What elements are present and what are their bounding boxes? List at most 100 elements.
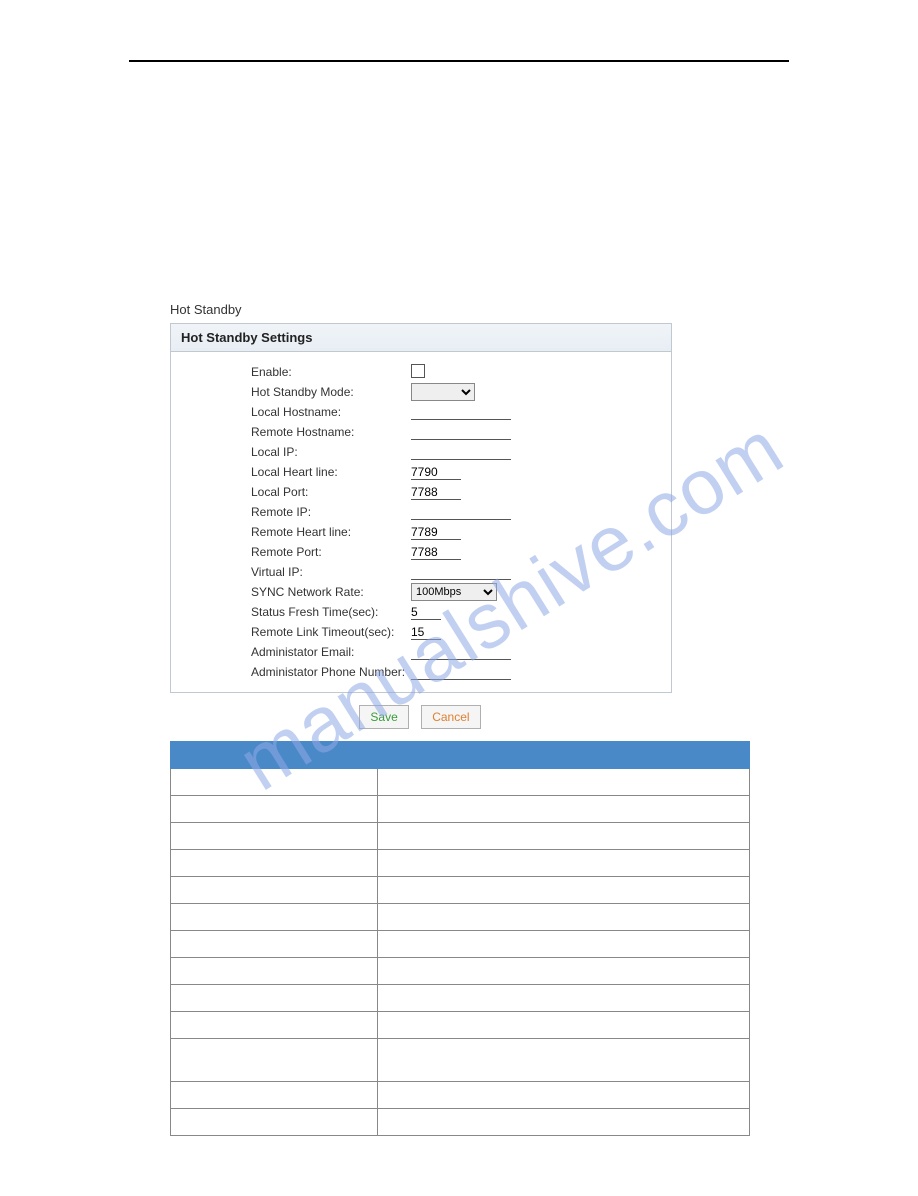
table-cell bbox=[171, 1012, 378, 1039]
table-cell bbox=[171, 985, 378, 1012]
label-sync-rate: SYNC Network Rate: bbox=[181, 585, 411, 599]
table-header-1 bbox=[171, 742, 378, 769]
row-local-port: Local Port: bbox=[181, 482, 661, 502]
label-remote-timeout: Remote Link Timeout(sec): bbox=[181, 625, 411, 639]
table-cell bbox=[171, 1039, 378, 1082]
remote-ip-input[interactable] bbox=[411, 505, 511, 520]
table-cell bbox=[171, 958, 378, 985]
table-cell bbox=[171, 1082, 378, 1109]
label-local-ip: Local IP: bbox=[181, 445, 411, 459]
label-local-host: Local Hostname: bbox=[181, 405, 411, 419]
label-enable: Enable: bbox=[181, 365, 411, 379]
row-remote-timeout: Remote Link Timeout(sec): bbox=[181, 622, 661, 642]
table-row bbox=[171, 931, 750, 958]
admin-phone-input[interactable] bbox=[411, 665, 511, 680]
enable-checkbox[interactable] bbox=[411, 364, 425, 378]
local-host-input[interactable] bbox=[411, 405, 511, 420]
table-cell bbox=[171, 877, 378, 904]
table-row bbox=[171, 1039, 750, 1082]
table-cell bbox=[171, 769, 378, 796]
cancel-button[interactable]: Cancel bbox=[421, 705, 480, 729]
panel-title: Hot Standby Settings bbox=[171, 324, 671, 352]
panel-body: Enable: Hot Standby Mode: Local Hostname… bbox=[171, 352, 671, 692]
row-enable: Enable: bbox=[181, 362, 661, 382]
row-sync-rate: SYNC Network Rate: 100Mbps bbox=[181, 582, 661, 602]
row-status-fresh: Status Fresh Time(sec): bbox=[181, 602, 661, 622]
save-button[interactable]: Save bbox=[359, 705, 408, 729]
table-cell bbox=[378, 769, 750, 796]
table-header-2 bbox=[378, 742, 750, 769]
table-cell bbox=[171, 823, 378, 850]
label-remote-host: Remote Hostname: bbox=[181, 425, 411, 439]
table-row bbox=[171, 1082, 750, 1109]
top-rule bbox=[129, 60, 789, 62]
row-remote-port: Remote Port: bbox=[181, 542, 661, 562]
table-cell bbox=[378, 1109, 750, 1136]
sync-rate-select[interactable]: 100Mbps bbox=[411, 583, 497, 601]
label-admin-phone: Administator Phone Number: bbox=[181, 665, 411, 679]
label-virtual-ip: Virtual IP: bbox=[181, 565, 411, 579]
table-cell bbox=[378, 904, 750, 931]
row-local-ip: Local IP: bbox=[181, 442, 661, 462]
breadcrumb: Hot Standby bbox=[170, 302, 828, 317]
table-row bbox=[171, 1109, 750, 1136]
table-cell bbox=[171, 796, 378, 823]
table-row bbox=[171, 823, 750, 850]
table-row bbox=[171, 769, 750, 796]
description-table bbox=[170, 741, 750, 1136]
local-port-input[interactable] bbox=[411, 485, 461, 500]
virtual-ip-input[interactable] bbox=[411, 565, 511, 580]
table-cell bbox=[378, 1082, 750, 1109]
row-mode: Hot Standby Mode: bbox=[181, 382, 661, 402]
table-row bbox=[171, 958, 750, 985]
label-remote-port: Remote Port: bbox=[181, 545, 411, 559]
table-row bbox=[171, 985, 750, 1012]
row-local-heart: Local Heart line: bbox=[181, 462, 661, 482]
table-cell bbox=[378, 931, 750, 958]
table-header-row bbox=[171, 742, 750, 769]
table-body bbox=[171, 769, 750, 1136]
button-row: Save Cancel bbox=[170, 705, 670, 729]
status-fresh-input[interactable] bbox=[411, 605, 441, 620]
table-cell bbox=[378, 985, 750, 1012]
remote-port-input[interactable] bbox=[411, 545, 461, 560]
label-mode: Hot Standby Mode: bbox=[181, 385, 411, 399]
admin-email-input[interactable] bbox=[411, 645, 511, 660]
table-cell bbox=[378, 850, 750, 877]
remote-host-input[interactable] bbox=[411, 425, 511, 440]
label-status-fresh: Status Fresh Time(sec): bbox=[181, 605, 411, 619]
table-row bbox=[171, 1012, 750, 1039]
page-container: manualshive.com Hot Standby Hot Standby … bbox=[0, 0, 918, 1196]
row-virtual-ip: Virtual IP: bbox=[181, 562, 661, 582]
row-admin-email: Administator Email: bbox=[181, 642, 661, 662]
table-cell bbox=[378, 1012, 750, 1039]
table-cell bbox=[171, 931, 378, 958]
label-local-port: Local Port: bbox=[181, 485, 411, 499]
settings-panel: Hot Standby Settings Enable: Hot Standby… bbox=[170, 323, 672, 693]
table-row bbox=[171, 796, 750, 823]
label-local-heart: Local Heart line: bbox=[181, 465, 411, 479]
table-cell bbox=[378, 1039, 750, 1082]
table-cell bbox=[171, 850, 378, 877]
table-cell bbox=[378, 958, 750, 985]
local-heart-input[interactable] bbox=[411, 465, 461, 480]
label-remote-heart: Remote Heart line: bbox=[181, 525, 411, 539]
remote-heart-input[interactable] bbox=[411, 525, 461, 540]
local-ip-input[interactable] bbox=[411, 445, 511, 460]
table-cell bbox=[378, 823, 750, 850]
table-cell bbox=[171, 904, 378, 931]
row-admin-phone: Administator Phone Number: bbox=[181, 662, 661, 682]
table-cell bbox=[378, 796, 750, 823]
mode-select[interactable] bbox=[411, 383, 475, 401]
row-remote-ip: Remote IP: bbox=[181, 502, 661, 522]
table-cell bbox=[378, 877, 750, 904]
row-local-host: Local Hostname: bbox=[181, 402, 661, 422]
table-cell bbox=[171, 1109, 378, 1136]
table-row bbox=[171, 850, 750, 877]
table-row bbox=[171, 904, 750, 931]
label-admin-email: Administator Email: bbox=[181, 645, 411, 659]
label-remote-ip: Remote IP: bbox=[181, 505, 411, 519]
row-remote-host: Remote Hostname: bbox=[181, 422, 661, 442]
table-row bbox=[171, 877, 750, 904]
remote-timeout-input[interactable] bbox=[411, 625, 441, 640]
